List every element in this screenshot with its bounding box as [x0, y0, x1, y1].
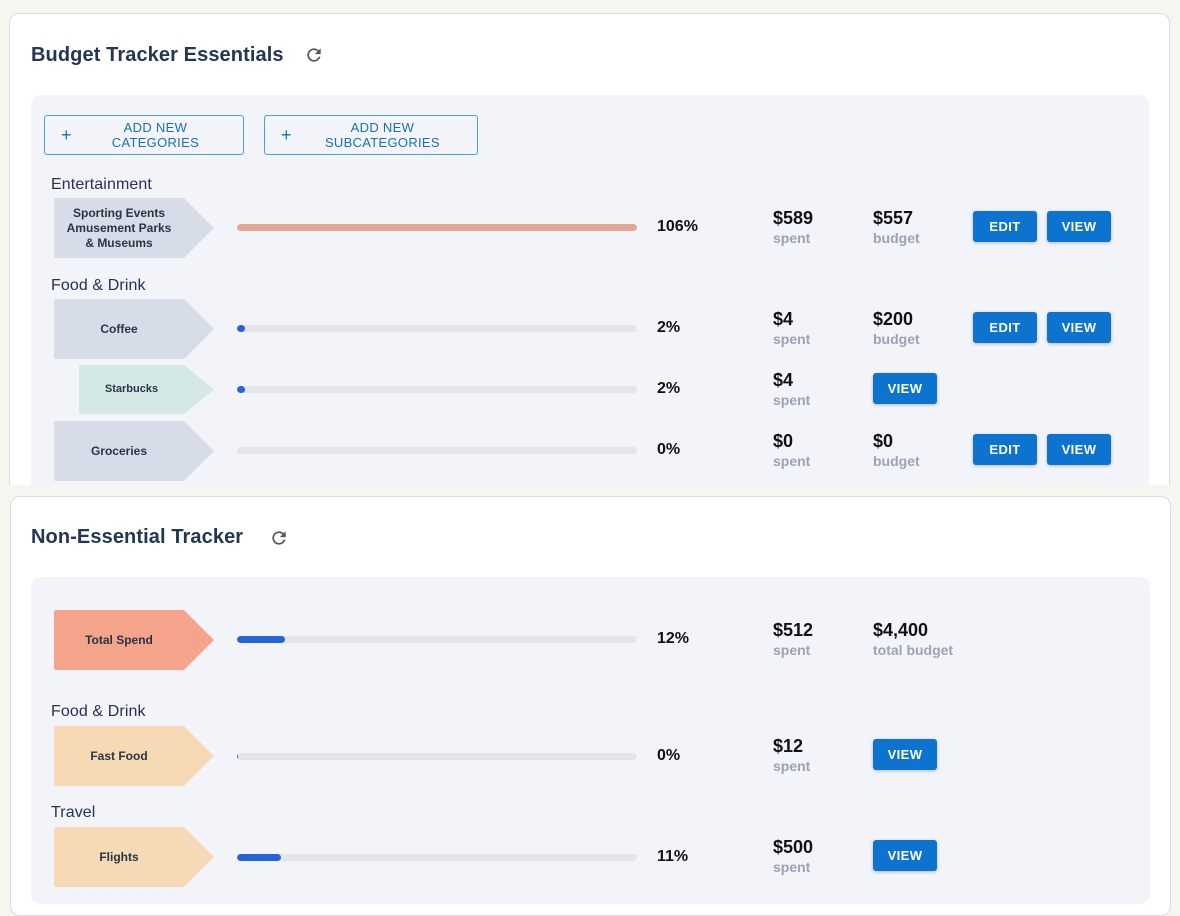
spent-amount: $4: [773, 309, 794, 329]
spent-caption: spent: [773, 331, 811, 347]
progress-fill: [237, 386, 245, 393]
category-tag-coffee: Coffee: [54, 299, 214, 359]
total-spend-tag: Total Spend: [54, 610, 214, 670]
view-button[interactable]: VIEW: [1047, 211, 1111, 242]
progress-track: [237, 325, 637, 332]
tag-line: Fast Food: [90, 748, 148, 763]
view-button[interactable]: VIEW: [873, 840, 937, 871]
progress-track: [237, 753, 637, 760]
tag-line: Groceries: [90, 443, 148, 458]
add-new-subcategories-label: ADD NEW SUBCATEGORIES: [324, 120, 440, 150]
edit-button[interactable]: EDIT: [973, 211, 1037, 242]
tag-line: Starbucks: [104, 383, 159, 395]
subcategory-tag-starbucks: Starbucks: [79, 365, 214, 414]
add-new-categories-button[interactable]: + ADD NEW CATEGORIES: [44, 115, 244, 155]
spent-caption: spent: [773, 392, 811, 408]
budget-amount: $200: [873, 309, 914, 329]
progress-fill: [237, 753, 238, 760]
percent-label: 2%: [657, 319, 681, 336]
group-label-entertainment: Entertainment: [51, 176, 152, 193]
nonessential-panel: Total Spend 12% $512 spent $4,400 total …: [31, 577, 1150, 904]
tag-line: Total Spend: [85, 632, 153, 647]
percent-label: 0%: [657, 441, 681, 458]
essentials-card: Budget Tracker Essentials + ADD NEW CATE…: [9, 13, 1170, 485]
budget-amount: $557: [873, 208, 914, 228]
spent-caption: spent: [773, 758, 811, 774]
refresh-icon[interactable]: [304, 45, 324, 65]
view-button[interactable]: VIEW: [873, 373, 937, 404]
budget-caption: budget: [873, 331, 920, 347]
spent-amount: $512: [773, 620, 814, 640]
budget-caption: budget: [873, 453, 920, 469]
category-tag-fast-food: Fast Food: [54, 726, 214, 786]
tag-line: Flights: [99, 849, 139, 864]
group-label-food-drink: Food & Drink: [51, 277, 146, 294]
percent-label: 0%: [657, 747, 681, 764]
spent-caption: spent: [773, 859, 811, 875]
plus-icon: +: [281, 125, 292, 145]
nonessential-title: Non-Essential Tracker: [31, 526, 244, 548]
category-tag-flights: Flights: [54, 827, 214, 887]
total-budget-caption: total budget: [873, 642, 954, 658]
percent-label: 11%: [657, 848, 689, 865]
percent-label: 12%: [657, 630, 690, 647]
percent-label: 2%: [657, 380, 681, 397]
group-label-food-drink: Food & Drink: [51, 703, 146, 720]
tag-line: Amusement Parks: [66, 220, 172, 235]
view-button[interactable]: VIEW: [1047, 434, 1111, 465]
edit-button[interactable]: EDIT: [973, 312, 1037, 343]
spent-amount: $589: [773, 208, 814, 228]
tag-line: & Museums: [85, 235, 153, 250]
category-tag-groceries: Groceries: [54, 421, 214, 481]
progress-fill: [237, 636, 285, 643]
progress-fill: [237, 325, 245, 332]
group-label-travel: Travel: [51, 804, 96, 821]
total-budget-amount: $4,400: [873, 620, 929, 640]
spent-amount: $500: [773, 837, 814, 857]
progress-fill: [237, 224, 637, 231]
essentials-title: Budget Tracker Essentials: [31, 44, 284, 66]
plus-icon: +: [61, 125, 72, 145]
budget-caption: budget: [873, 230, 920, 246]
spent-caption: spent: [773, 453, 811, 469]
add-new-subcategories-button[interactable]: + ADD NEW SUBCATEGORIES: [264, 115, 478, 155]
progress-track: [237, 224, 637, 231]
budget-amount: $0: [873, 431, 894, 451]
progress-track: [237, 854, 637, 861]
view-button[interactable]: VIEW: [1047, 312, 1111, 343]
progress-fill: [237, 854, 281, 861]
spent-caption: spent: [773, 230, 811, 246]
edit-button[interactable]: EDIT: [973, 434, 1037, 465]
progress-track: [237, 447, 637, 454]
spent-amount: $12: [773, 736, 804, 756]
category-tag-sporting-events: Sporting Events Amusement Parks & Museum…: [54, 198, 214, 258]
progress-track: [237, 386, 637, 393]
progress-track: [237, 636, 637, 643]
add-new-categories-label: ADD NEW CATEGORIES: [111, 120, 200, 150]
nonessential-card: Non-Essential Tracker Total Spend 12% $5…: [10, 496, 1171, 916]
view-button[interactable]: VIEW: [873, 739, 937, 770]
spent-caption: spent: [773, 642, 811, 658]
percent-label: 106%: [657, 218, 698, 235]
refresh-icon[interactable]: [269, 528, 289, 548]
tag-line: Coffee: [100, 321, 138, 336]
essentials-panel: + ADD NEW CATEGORIES + ADD NEW SUBCATEGO…: [31, 95, 1149, 485]
spent-amount: $0: [773, 431, 794, 451]
spent-amount: $4: [773, 370, 794, 390]
tag-line: Sporting Events: [72, 205, 165, 220]
